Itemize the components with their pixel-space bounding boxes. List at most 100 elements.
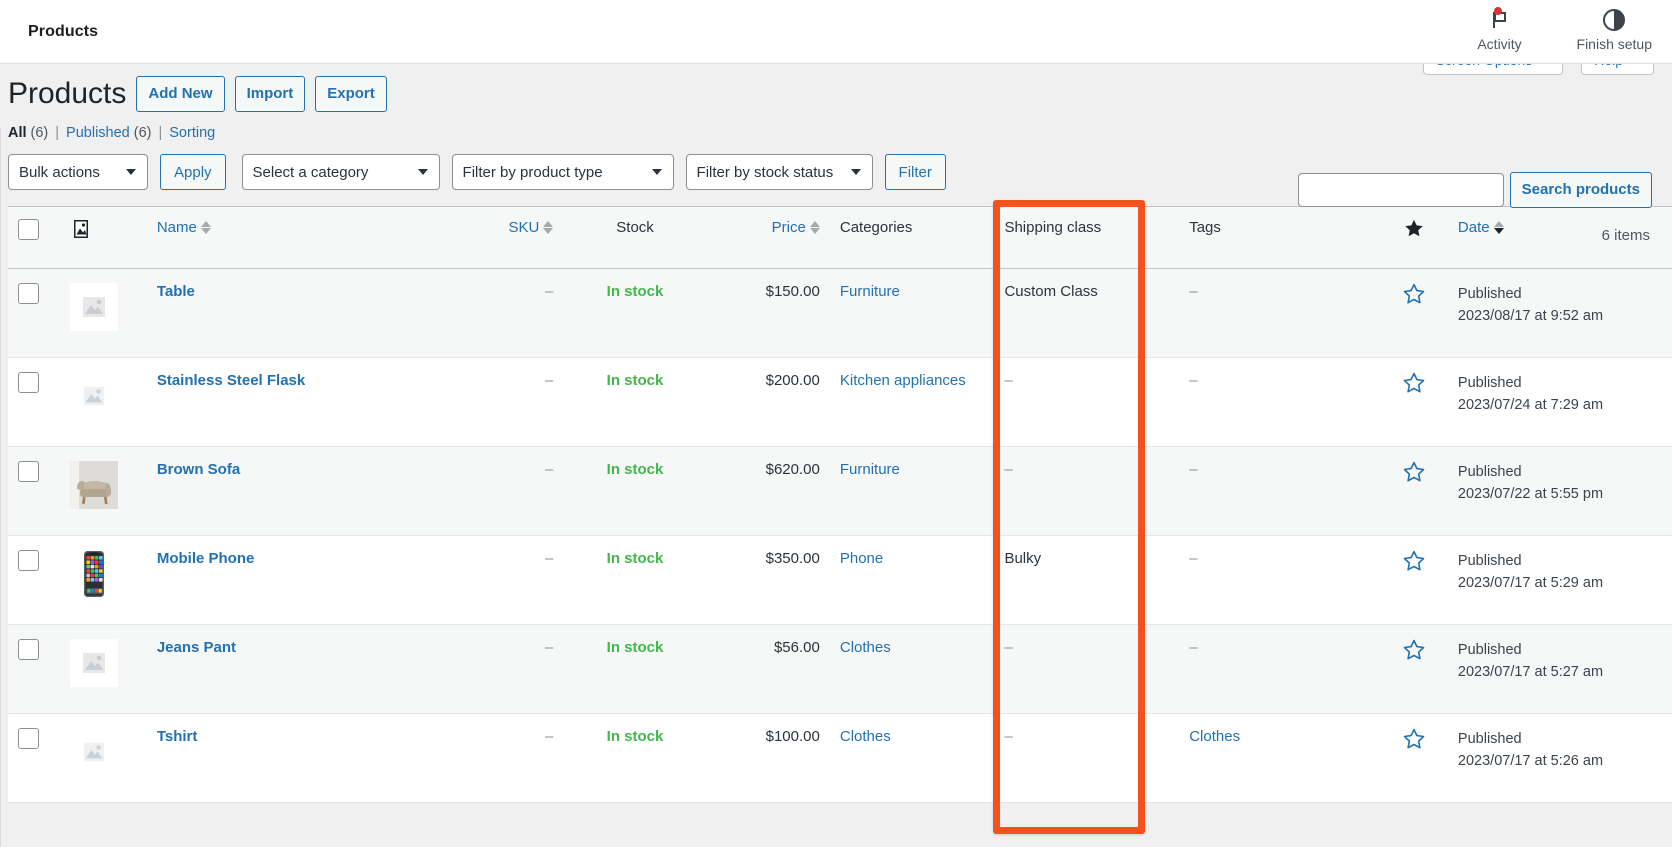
product-name-link[interactable]: Table xyxy=(156,283,195,300)
sku-header[interactable]: SKU xyxy=(482,206,564,269)
price-header[interactable]: Price xyxy=(706,206,830,269)
product-thumbnail-sofa-image[interactable] xyxy=(69,461,118,509)
product-type-filter-select[interactable]: Filter by product type xyxy=(451,154,674,190)
export-button[interactable]: Export xyxy=(315,75,387,112)
stock-status-badge: In stock xyxy=(606,728,664,745)
product-name-link[interactable]: Jeans Pant xyxy=(156,639,237,656)
row-price-cell: $150.00 xyxy=(706,268,830,358)
product-thumbnail-placeholder-icon[interactable] xyxy=(70,372,118,420)
date-status: Published xyxy=(1457,286,1522,302)
row-select-cell xyxy=(8,268,60,358)
shipping-class-value: Bulky xyxy=(1004,550,1042,567)
half-circle-icon xyxy=(1601,6,1627,34)
row-tags-cell: – xyxy=(1179,624,1381,714)
stock-header: Stock xyxy=(563,206,707,269)
view-all[interactable]: All (6) xyxy=(8,125,48,141)
category-link[interactable]: Furniture xyxy=(839,283,900,300)
sort-arrows-icon xyxy=(809,221,820,234)
star-outline-icon[interactable] xyxy=(1402,728,1426,755)
image-icon xyxy=(70,220,92,243)
price-value: $350.00 xyxy=(765,550,820,567)
star-outline-icon[interactable] xyxy=(1402,372,1426,399)
row-date-cell: Published 2023/07/24 at 7:29 am xyxy=(1447,357,1672,447)
view-all-link[interactable]: All xyxy=(8,125,27,141)
row-checkbox[interactable] xyxy=(18,283,39,304)
category-link[interactable]: Clothes xyxy=(839,728,891,745)
star-outline-icon[interactable] xyxy=(1402,639,1426,666)
row-checkbox[interactable] xyxy=(18,550,39,571)
bulk-actions-select[interactable]: Bulk actions xyxy=(8,154,148,190)
filter-button[interactable]: Filter xyxy=(884,154,946,190)
row-featured-cell xyxy=(1380,535,1448,625)
price-header-link[interactable]: Price xyxy=(772,219,820,236)
row-checkbox[interactable] xyxy=(18,372,39,393)
star-outline-icon[interactable] xyxy=(1402,550,1426,577)
row-sku-cell: – xyxy=(482,624,564,714)
activity-button[interactable]: Activity xyxy=(1465,6,1535,52)
category-filter-select[interactable]: Select a category xyxy=(241,154,440,190)
price-value: $56.00 xyxy=(773,639,820,656)
row-featured-cell xyxy=(1380,357,1448,447)
product-name-link[interactable]: Brown Sofa xyxy=(156,461,241,478)
view-published-link[interactable]: Published xyxy=(66,125,130,141)
view-published[interactable]: Published (6) xyxy=(66,125,151,141)
product-name-link[interactable]: Mobile Phone xyxy=(156,550,255,567)
row-thumbnail-cell xyxy=(59,357,147,447)
row-featured-cell xyxy=(1380,268,1448,358)
import-button[interactable]: Import xyxy=(234,75,306,112)
finish-setup-button[interactable]: Finish setup xyxy=(1577,6,1652,52)
product-thumbnail-placeholder-icon[interactable] xyxy=(69,283,118,331)
categories-header: Categories xyxy=(829,206,995,269)
view-sorting-link[interactable]: Sorting xyxy=(169,125,216,141)
row-select-cell xyxy=(8,357,60,447)
row-tags-cell: – xyxy=(1179,357,1381,447)
search-products-button[interactable]: Search products xyxy=(1509,172,1652,208)
table-row: Table – In stock $150.00 Furniture Custo… xyxy=(8,268,1672,358)
row-checkbox[interactable] xyxy=(18,639,39,660)
categories-header-label: Categories xyxy=(839,219,913,236)
date-header-link[interactable]: Date xyxy=(1458,219,1504,236)
row-select-cell xyxy=(8,446,60,536)
product-thumbnail-placeholder-icon[interactable] xyxy=(69,639,118,687)
stock-status-filter-select[interactable]: Filter by stock status xyxy=(685,154,873,190)
date-value: 2023/07/17 at 5:29 am xyxy=(1457,575,1604,592)
star-outline-icon[interactable] xyxy=(1402,283,1426,310)
date-header[interactable]: Date xyxy=(1447,206,1672,269)
tag-link[interactable]: Clothes xyxy=(1189,728,1241,745)
search-input[interactable] xyxy=(1297,173,1504,207)
category-link[interactable]: Phone xyxy=(839,550,884,567)
date-value: 2023/07/22 at 5:55 pm xyxy=(1457,486,1604,503)
category-link[interactable]: Clothes xyxy=(839,639,891,656)
row-price-cell: $56.00 xyxy=(706,624,830,714)
row-stock-cell: In stock xyxy=(563,268,707,358)
name-header[interactable]: Name xyxy=(146,206,483,269)
row-checkbox[interactable] xyxy=(18,461,39,482)
name-header-link[interactable]: Name xyxy=(157,219,211,236)
apply-button[interactable]: Apply xyxy=(160,154,226,190)
price-value: $150.00 xyxy=(765,283,820,300)
product-name-link[interactable]: Stainless Steel Flask xyxy=(156,372,306,389)
flag-icon xyxy=(1488,6,1512,34)
shipping-class-value: – xyxy=(1004,728,1013,745)
product-name-link[interactable]: Tshirt xyxy=(156,728,198,745)
sku-header-link[interactable]: SKU xyxy=(509,219,554,236)
row-categories-cell: Clothes xyxy=(829,624,995,714)
star-outline-icon[interactable] xyxy=(1402,461,1426,488)
row-checkbox[interactable] xyxy=(18,728,39,749)
product-thumbnail-placeholder-icon[interactable] xyxy=(70,728,118,776)
row-categories-cell: Clothes xyxy=(829,713,995,803)
shipping-class-value: – xyxy=(1004,461,1013,478)
select-all-checkbox[interactable] xyxy=(18,219,39,240)
view-sorting[interactable]: Sorting xyxy=(169,125,215,141)
tags-value: – xyxy=(1189,372,1198,389)
row-name-cell: Stainless Steel Flask xyxy=(146,357,483,447)
select-all-header xyxy=(8,206,60,269)
category-link[interactable]: Kitchen appliances xyxy=(839,372,966,389)
price-value: $100.00 xyxy=(765,728,820,745)
stock-status-badge: In stock xyxy=(606,372,664,389)
row-name-cell: Table xyxy=(146,268,483,358)
product-thumbnail-phone-image[interactable] xyxy=(69,550,118,598)
table-row: Mobile Phone – In stock $350.00 Phone Bu… xyxy=(8,535,1672,625)
category-link[interactable]: Furniture xyxy=(839,461,900,478)
add-new-button[interactable]: Add New xyxy=(136,75,225,112)
